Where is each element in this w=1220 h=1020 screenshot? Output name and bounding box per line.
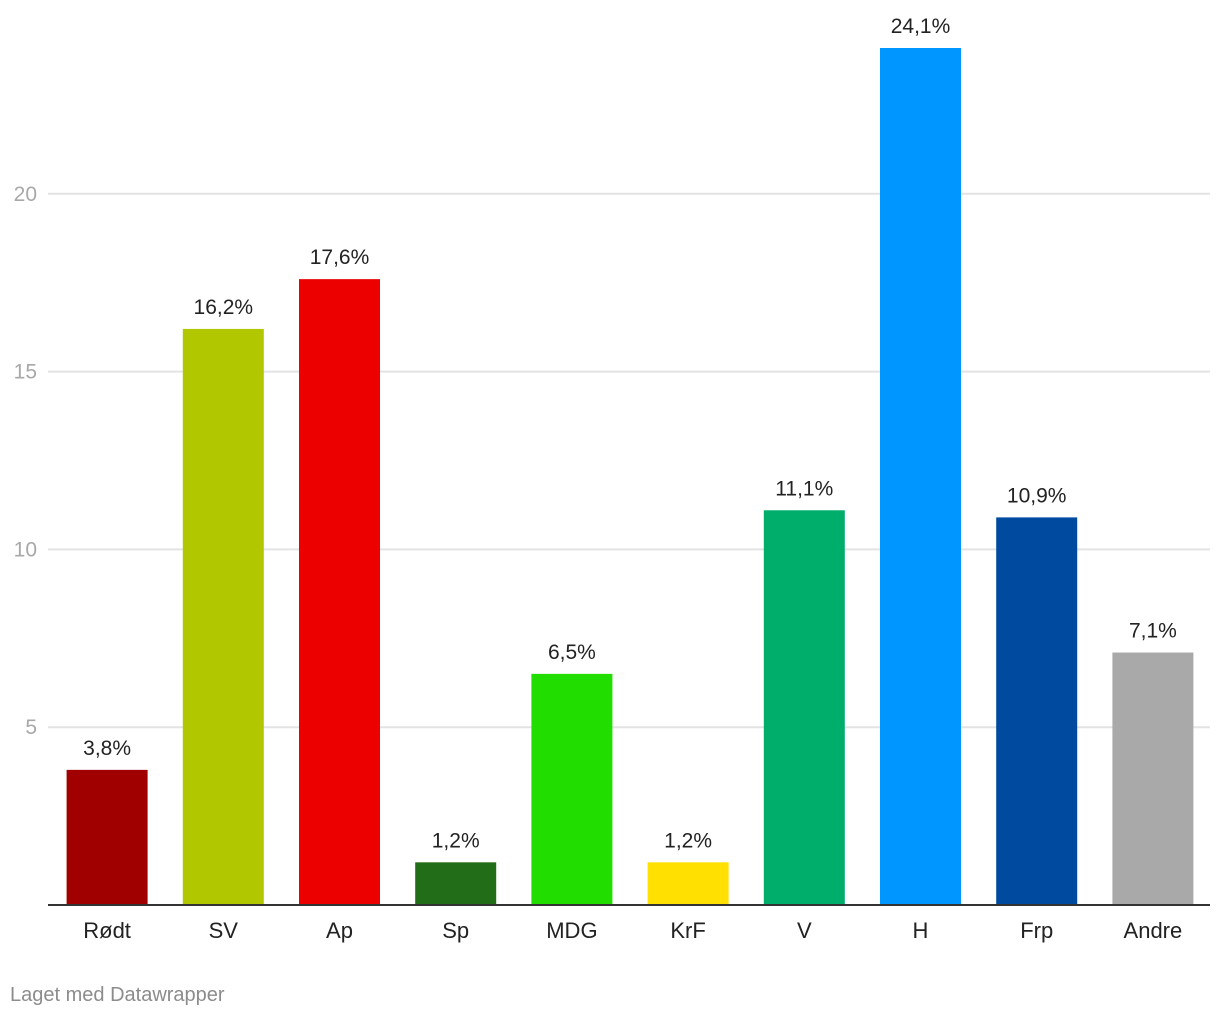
category-labels: Rødt SV Ap Sp MDG KrF V H Frp Andre — [83, 918, 1182, 943]
value-label: 1,2% — [432, 829, 480, 852]
category-label: H — [913, 918, 929, 943]
y-axis-ticks: 5 10 15 20 — [14, 183, 37, 739]
value-labels: 3,8% 16,2% 17,6% 1,2% 6,5% 1,2% 11,1% 24,1% 10,9… — [83, 15, 1177, 852]
value-label: 1,2% — [664, 829, 712, 852]
bar — [647, 862, 729, 905]
y-tick-label: 15 — [14, 361, 37, 384]
bar — [531, 673, 613, 905]
category-label: Frp — [1020, 918, 1053, 943]
category-label: Andre — [1124, 918, 1183, 943]
value-label: 16,2% — [194, 296, 254, 319]
bar — [1112, 652, 1194, 905]
category-label: KrF — [670, 918, 705, 943]
value-label: 11,1% — [775, 477, 833, 500]
value-label: 24,1% — [891, 15, 951, 38]
bar — [299, 279, 380, 905]
bar — [415, 862, 497, 905]
value-label: 6,5% — [548, 641, 596, 664]
category-label: V — [797, 918, 812, 943]
bar — [996, 517, 1078, 905]
bar — [66, 769, 148, 905]
y-tick-label: 20 — [14, 183, 37, 206]
bar — [763, 510, 845, 905]
bars — [66, 48, 1194, 906]
value-label: 17,6% — [310, 246, 370, 269]
category-label: Ap — [326, 918, 353, 943]
category-label: Rødt — [83, 918, 131, 943]
bar — [880, 48, 961, 905]
y-tick-label: 10 — [14, 538, 37, 561]
bar-chart: 5 10 15 20 3,8% 16,2% 17,6% 1,2% 6,5% 1,2% 11,1% 2… — [14, 15, 1210, 943]
category-label: MDG — [546, 918, 597, 943]
value-label: 10,9% — [1007, 484, 1067, 507]
category-label: SV — [209, 918, 239, 943]
value-label: 7,1% — [1129, 620, 1177, 643]
bar — [182, 328, 264, 906]
y-tick-label: 5 — [25, 716, 37, 739]
datawrapper-credit: Laget med Datawrapper — [10, 984, 225, 1006]
value-label: 3,8% — [83, 737, 131, 760]
category-label: Sp — [442, 918, 469, 943]
